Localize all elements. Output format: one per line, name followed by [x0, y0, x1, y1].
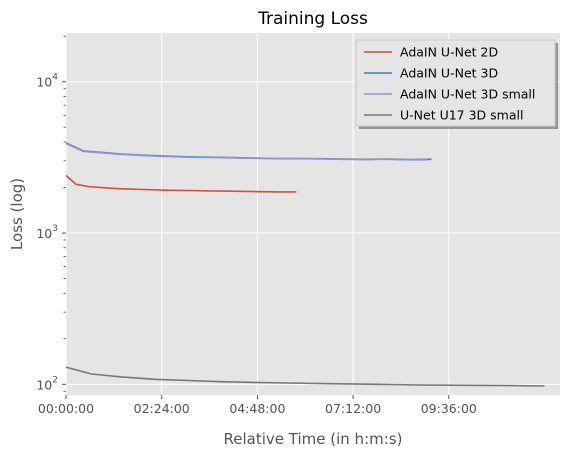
y-axis-label: Loss (log) — [8, 178, 26, 250]
y-tick-label: 104 — [36, 73, 58, 90]
x-tick-label: 02:24:00 — [134, 401, 190, 416]
y-tick-exponent: 3 — [52, 224, 58, 234]
y-tick-base: 10 — [36, 226, 52, 241]
legend-entry-label: AdaIN U-Net 3D — [400, 66, 498, 81]
legend-entry-label: AdaIN U-Net 2D — [400, 45, 498, 60]
x-tick-label: 09:36:00 — [421, 401, 477, 416]
legend-entry-label: AdaIN U-Net 3D small — [400, 87, 535, 102]
y-tick-exponent: 4 — [52, 73, 58, 83]
x-axis-label: Relative Time (in h:m:s) — [224, 430, 403, 448]
series-line-3 — [65, 366, 545, 387]
y-tick-base: 10 — [36, 75, 52, 90]
series-line-2 — [65, 142, 428, 161]
x-tick-label: 00:00:00 — [38, 401, 94, 416]
chart-title: Training Loss — [257, 9, 368, 29]
series-layer — [65, 142, 545, 387]
legend-box — [355, 39, 556, 127]
legend: AdaIN U-Net 2D AdaIN U-Net 3D AdaIN U-Net … — [355, 39, 558, 129]
y-tick-label: 102 — [36, 375, 58, 392]
y-tick-base: 10 — [36, 377, 52, 392]
x-axis: 00:00:00 02:24:00 04:48:00 07:12:00 09:36:00 — [38, 395, 477, 416]
x-tick-label: 04:48:00 — [229, 401, 285, 416]
x-tick-label: 07:12:00 — [325, 401, 381, 416]
legend-entry-label: U-Net U17 3D small — [400, 108, 523, 123]
series-line-0 — [65, 174, 297, 193]
grid — [65, 33, 560, 395]
y-tick-label: 103 — [36, 224, 58, 241]
y-tick-exponent: 2 — [52, 375, 58, 385]
